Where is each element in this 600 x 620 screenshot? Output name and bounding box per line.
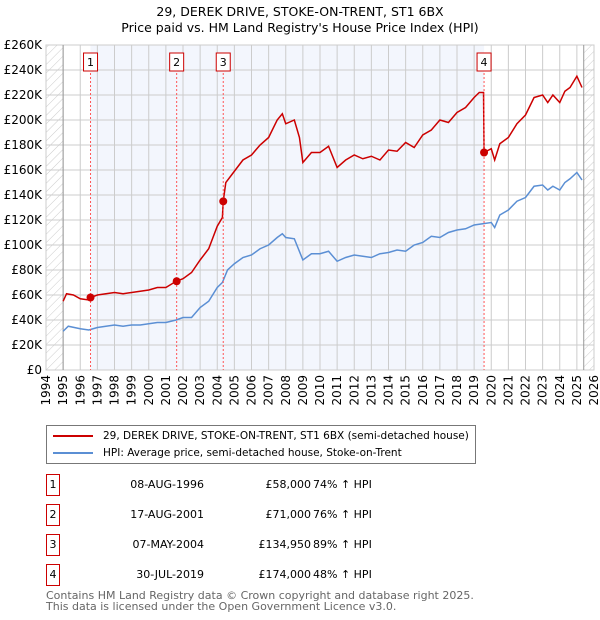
x-tick-label: 2019 bbox=[467, 375, 481, 406]
y-tick-label: £100K bbox=[4, 238, 44, 252]
sale-row: 4 30-JUL-2019 £174,000 48% ↑ HPI bbox=[46, 564, 446, 586]
sale-marker-number: 3 bbox=[220, 56, 227, 69]
sale-date: 17-AUG-2001 bbox=[130, 508, 204, 521]
x-tick-label: 1996 bbox=[73, 375, 87, 406]
sale-marker-number: 2 bbox=[173, 56, 180, 69]
x-tick-label: 2010 bbox=[313, 375, 327, 406]
sale-price: £134,950 bbox=[258, 538, 312, 551]
legend-item-property: 29, DEREK DRIVE, STOKE-ON-TRENT, ST1 6BX… bbox=[53, 429, 469, 443]
sale-point bbox=[172, 277, 181, 286]
y-tick-label: £200K bbox=[4, 113, 44, 127]
y-tick-label: £60K bbox=[11, 288, 43, 302]
x-tick-label: 2008 bbox=[279, 375, 293, 406]
x-tick-label: 1998 bbox=[108, 375, 122, 406]
sale-date: 08-AUG-1996 bbox=[130, 478, 204, 491]
y-tick-label: £20K bbox=[11, 338, 43, 352]
sale-point bbox=[480, 148, 489, 157]
no-data-hatch bbox=[583, 45, 594, 370]
sale-marker-box bbox=[169, 52, 185, 72]
sale-marker-number: 1 bbox=[87, 56, 94, 69]
y-tick-label: £240K bbox=[4, 63, 44, 77]
sale-row: 2 17-AUG-2001 £71,000 76% ↑ HPI bbox=[46, 504, 446, 526]
x-tick-label: 2023 bbox=[536, 375, 550, 406]
x-tick-label: 2003 bbox=[193, 375, 207, 406]
x-tick-label: 2018 bbox=[450, 375, 464, 406]
sale-hpi-diff: 76% ↑ HPI bbox=[313, 508, 372, 521]
x-tick-label: 2001 bbox=[159, 375, 173, 406]
sale-marker-label: 1 bbox=[46, 474, 60, 496]
sale-point bbox=[86, 293, 95, 302]
y-tick-label: £80K bbox=[11, 263, 43, 277]
sale-marker-label: 3 bbox=[46, 534, 60, 556]
sale-row: 3 07-MAY-2004 £134,950 89% ↑ HPI bbox=[46, 534, 446, 556]
x-tick-label: 2009 bbox=[296, 375, 310, 406]
sale-marker-number: 4 bbox=[481, 56, 488, 69]
sale-marker-label: 4 bbox=[46, 564, 60, 586]
x-tick-label: 1995 bbox=[56, 375, 70, 406]
plot-area: £0 £20K £40K £60K £80K £100K £120K £140K £160K £1… bbox=[4, 38, 600, 406]
sale-hpi-diff: 48% ↑ HPI bbox=[313, 568, 372, 581]
x-tick-label: 2005 bbox=[227, 375, 241, 406]
no-data-hatch bbox=[46, 45, 64, 370]
sale-marker-label: 2 bbox=[46, 504, 60, 526]
x-tick-label: 2016 bbox=[416, 375, 430, 406]
ownership-shading bbox=[90, 45, 485, 370]
y-tick-label: £40K bbox=[11, 313, 43, 327]
y-tick-label: £260K bbox=[4, 38, 44, 52]
sale-price: £58,000 bbox=[265, 478, 312, 491]
y-tick-label: £180K bbox=[4, 138, 44, 152]
y-tick-label: £160K bbox=[4, 163, 44, 177]
sale-date: 07-MAY-2004 bbox=[132, 538, 204, 551]
x-tick-label: 2025 bbox=[570, 375, 584, 406]
legend-item-hpi: HPI: Average price, semi-detached house,… bbox=[53, 446, 402, 460]
x-tick-label: 2020 bbox=[484, 375, 498, 406]
sale-hpi-diff: 89% ↑ HPI bbox=[313, 538, 372, 551]
y-tick-label: £120K bbox=[4, 213, 44, 227]
x-tick-label: 2007 bbox=[262, 375, 276, 406]
x-tick-label: 2000 bbox=[142, 375, 156, 406]
legend-label: 29, DEREK DRIVE, STOKE-ON-TRENT, ST1 6BX… bbox=[103, 430, 469, 442]
x-tick-label: 2021 bbox=[501, 375, 515, 406]
sale-price: £174,000 bbox=[258, 568, 312, 581]
x-tick-label: 2006 bbox=[245, 375, 259, 406]
chart-title: 29, DEREK DRIVE, STOKE-ON-TRENT, ST1 6BX bbox=[156, 4, 444, 19]
chart-subtitle: Price paid vs. HM Land Registry's House … bbox=[121, 20, 479, 35]
sale-date: 30-JUL-2019 bbox=[136, 568, 204, 581]
sale-hpi-diff: 74% ↑ HPI bbox=[313, 478, 372, 491]
sale-marker-box bbox=[476, 52, 492, 72]
sale-marker-box bbox=[215, 52, 231, 72]
footer-line: This data is licensed under the Open Gov… bbox=[46, 600, 397, 613]
legend-swatch bbox=[53, 452, 93, 454]
sale-price: £71,000 bbox=[265, 508, 312, 521]
legend-label: HPI: Average price, semi-detached house,… bbox=[103, 447, 402, 459]
x-tick-label: 2012 bbox=[347, 375, 361, 406]
hpi-line bbox=[62, 171, 583, 332]
x-tick-label: 2015 bbox=[399, 375, 413, 406]
x-tick-label: 2004 bbox=[210, 375, 224, 406]
legend-swatch bbox=[53, 435, 93, 437]
x-tick-label: 2026 bbox=[587, 375, 600, 406]
x-tick-label: 2022 bbox=[519, 375, 533, 406]
x-tick-label: 1994 bbox=[39, 375, 53, 406]
y-tick-label: £220K bbox=[4, 88, 44, 102]
sale-marker-box bbox=[83, 52, 99, 72]
y-tick-label: £140K bbox=[4, 188, 44, 202]
footer-line: Contains HM Land Registry data © Crown c… bbox=[46, 589, 474, 602]
x-tick-label: 2011 bbox=[330, 375, 344, 406]
property-price-line bbox=[62, 74, 583, 302]
x-tick-label: 1999 bbox=[125, 375, 139, 406]
x-tick-label: 2002 bbox=[176, 375, 190, 406]
sale-point bbox=[219, 197, 228, 206]
x-tick-label: 2024 bbox=[553, 375, 567, 406]
x-tick-label: 1997 bbox=[90, 375, 104, 406]
x-tick-label: 2017 bbox=[433, 375, 447, 406]
legend: 29, DEREK DRIVE, STOKE-ON-TRENT, ST1 6BX… bbox=[46, 425, 476, 464]
sale-row: 1 08-AUG-1996 £58,000 74% ↑ HPI bbox=[46, 474, 446, 496]
y-tick-label: £0 bbox=[27, 363, 42, 377]
x-tick-label: 2013 bbox=[364, 375, 378, 406]
x-tick-label: 2014 bbox=[382, 375, 396, 406]
